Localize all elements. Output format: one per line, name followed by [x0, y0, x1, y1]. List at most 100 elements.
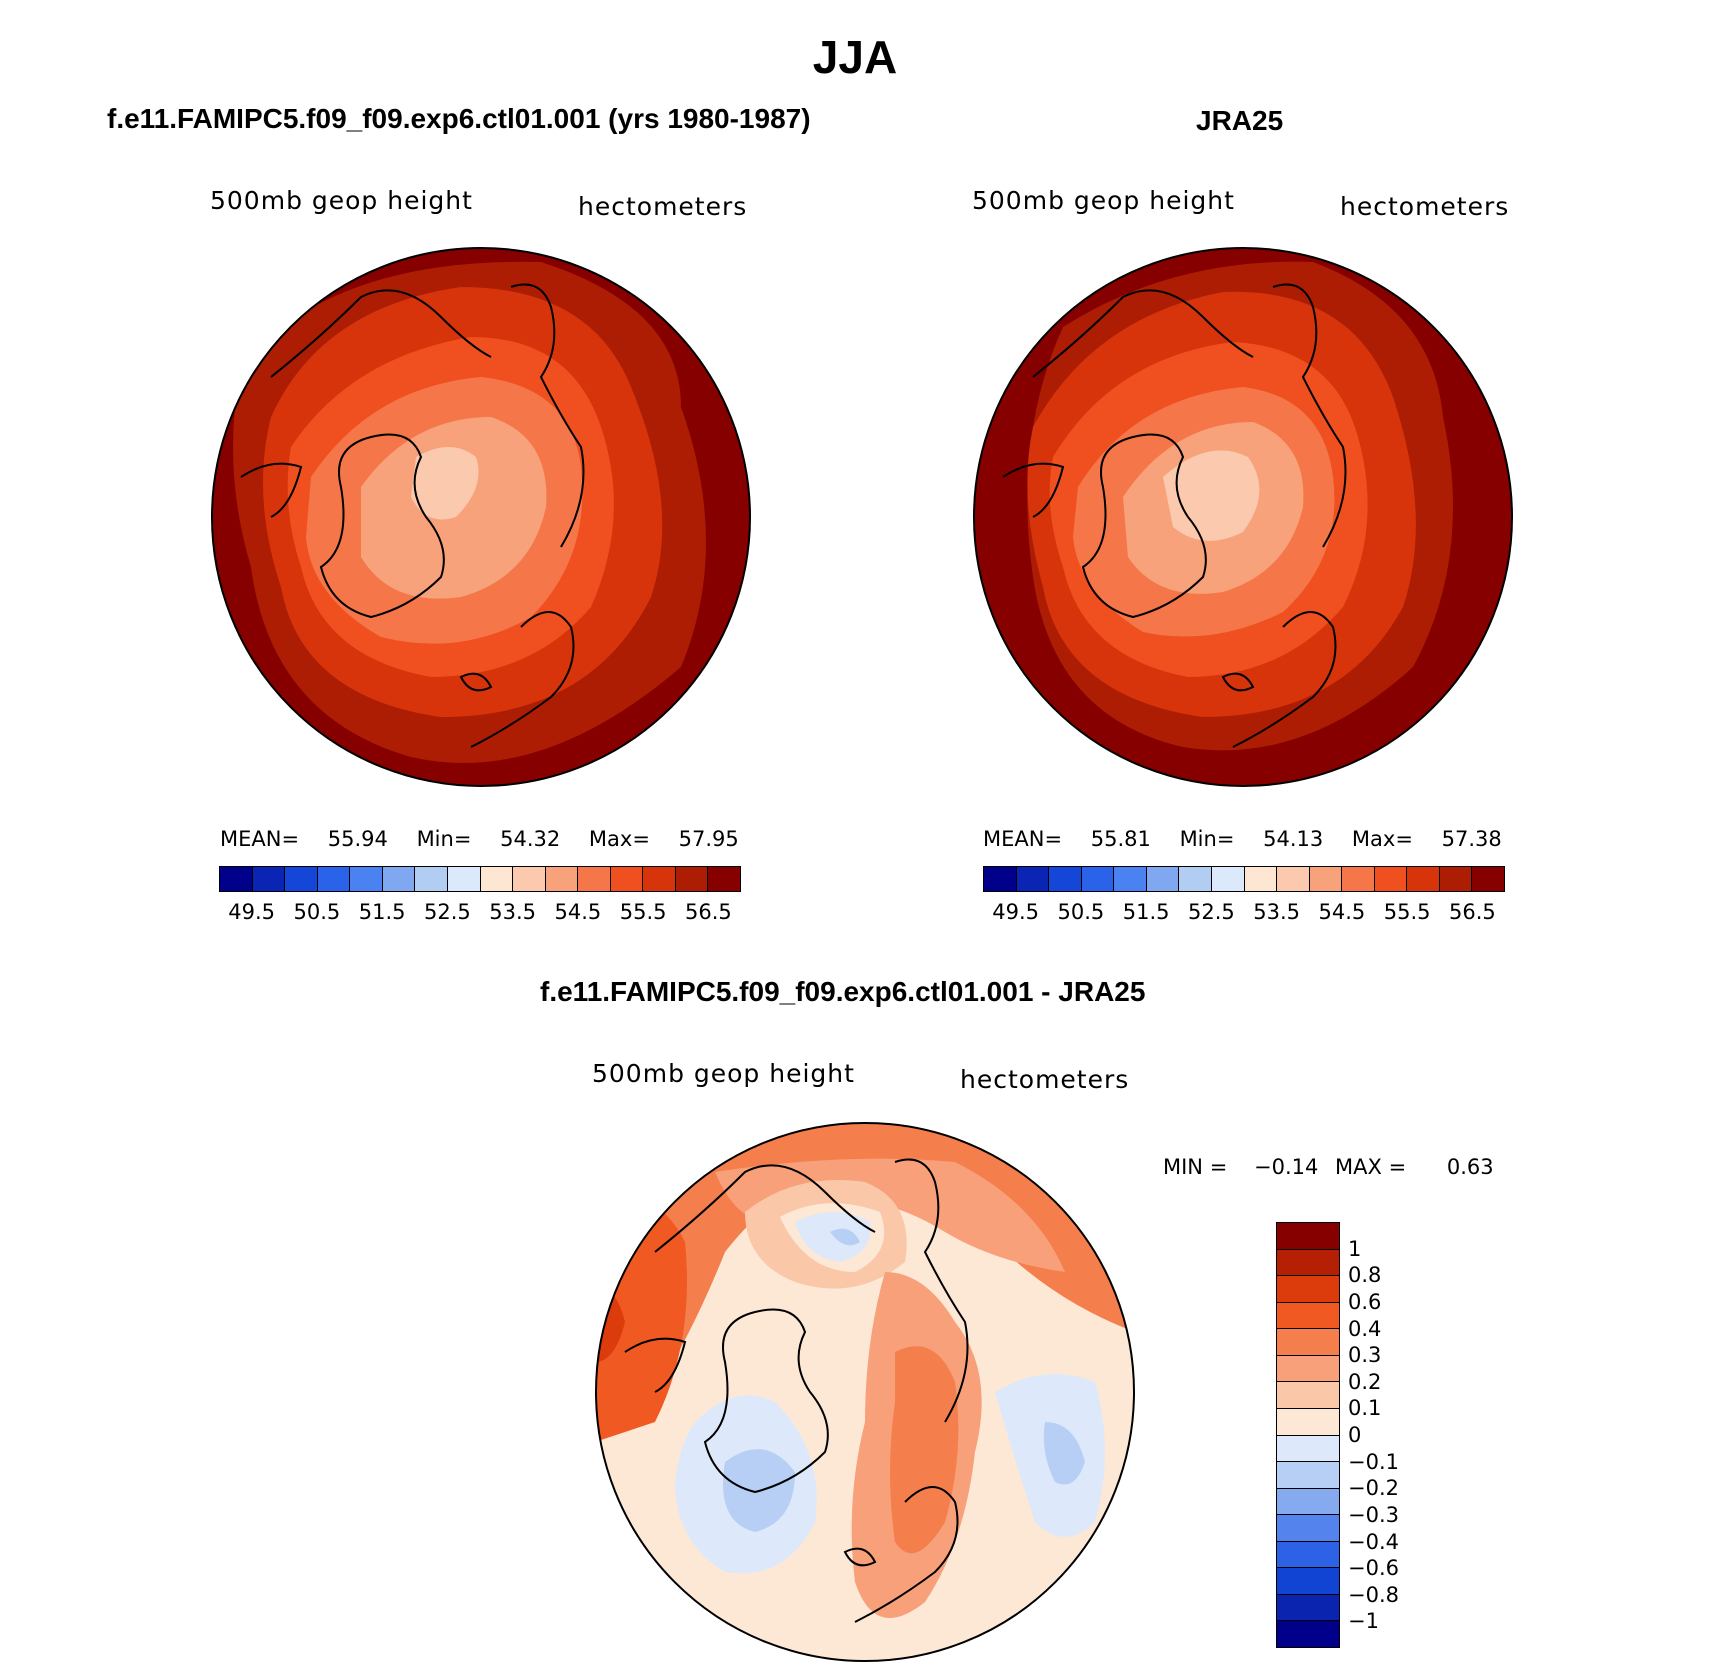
colorbar-tick-label: 51.5	[1122, 900, 1170, 924]
colorbar-swatch	[1407, 867, 1440, 891]
colorbar-tick-label: 0	[1348, 1423, 1362, 1447]
panel-1-polar-map	[211, 247, 751, 787]
panel-2-min-label: Min=	[1179, 827, 1235, 851]
panel-3-max-value: 0.63	[1446, 1155, 1494, 1179]
panel-1-colorbar-ticks: 49.5 50.5 51.5 52.5 53.5 54.5 55.5 56.5	[219, 900, 741, 926]
panel-3-polar-map	[595, 1122, 1135, 1662]
panel-3-colorbar	[1276, 1222, 1340, 1648]
colorbar-swatch	[1277, 1594, 1339, 1622]
colorbar-tick-label: 49.5	[228, 900, 276, 924]
colorbar-swatch	[447, 867, 481, 891]
colorbar-tick-label: 1	[1348, 1236, 1362, 1261]
colorbar-tick-label: 0.3	[1348, 1343, 1382, 1368]
colorbar-tick-label: 51.5	[358, 900, 406, 924]
colorbar-swatch	[1244, 867, 1278, 891]
colorbar-swatch	[513, 867, 546, 891]
panel-1-min-label: Min=	[416, 827, 472, 851]
colorbar-tick-label: 50.5	[293, 900, 341, 924]
colorbar-swatch	[1472, 867, 1504, 891]
colorbar-swatch	[415, 867, 448, 891]
colorbar-tick-label: 0.1	[1348, 1396, 1382, 1421]
colorbar-tick-label: 0.4	[1348, 1316, 1382, 1341]
colorbar-swatch	[984, 867, 1017, 891]
colorbar-swatch	[643, 867, 676, 891]
colorbar-swatch	[708, 867, 740, 891]
colorbar-tick-label: −0.3	[1348, 1502, 1399, 1527]
colorbar-tick-label: 56.5	[684, 900, 732, 924]
colorbar-tick-label: 49.5	[992, 900, 1040, 924]
panel-3-field-label: 500mb geop height	[592, 1059, 855, 1088]
colorbar-tick-label: 53.5	[489, 900, 537, 924]
panel-3-stats: MIN = −0.14 MAX = 0.63	[1163, 1155, 1494, 1179]
colorbar-swatch	[1277, 1515, 1339, 1542]
colorbar-swatch	[1277, 1382, 1339, 1409]
panel-3-min-label: MIN =	[1163, 1155, 1228, 1179]
panel-2-min-value: 54.13	[1263, 827, 1324, 851]
colorbar-tick-label: 56.5	[1448, 900, 1496, 924]
colorbar-tick-label: −0.8	[1348, 1582, 1399, 1607]
colorbar-swatch	[1277, 1329, 1339, 1356]
colorbar-tick-label: 54.5	[554, 900, 602, 924]
colorbar-swatch	[675, 867, 709, 891]
panel-3-max-label: MAX =	[1335, 1155, 1407, 1179]
colorbar-tick-label: 53.5	[1253, 900, 1301, 924]
panel-2-mean-label: MEAN=	[983, 827, 1063, 851]
panel-1-mean-value: 55.94	[327, 827, 388, 851]
panel-1-max-label: Max=	[588, 827, 650, 851]
colorbar-swatch	[578, 867, 611, 891]
colorbar-swatch	[1277, 1462, 1339, 1489]
colorbar-swatch	[1277, 1621, 1339, 1647]
colorbar-swatch	[220, 867, 253, 891]
colorbar-tick-label: −0.6	[1348, 1556, 1399, 1581]
colorbar-tick-label: 0.8	[1348, 1263, 1382, 1288]
panel-1-field-label: 500mb geop height	[210, 186, 473, 215]
colorbar-swatch	[1277, 1408, 1339, 1436]
panel-3-colorbar-ticks: 1 0.8 0.6 0.4 0.3 0.2 0.1 0 −0.1 −0.2 −0…	[1348, 1222, 1448, 1648]
panel-1-min-value: 54.32	[500, 827, 561, 851]
panel-2-colorbar	[983, 866, 1505, 892]
colorbar-swatch	[1277, 1435, 1339, 1463]
colorbar-swatch	[1146, 867, 1180, 891]
colorbar-tick-label: 0.6	[1348, 1289, 1382, 1314]
colorbar-swatch	[1277, 1568, 1339, 1595]
colorbar-tick-label: 52.5	[423, 900, 471, 924]
panel-3-title: f.e11.FAMIPC5.f09_f09.exp6.ctl01.001 - J…	[540, 976, 1146, 1007]
colorbar-swatch	[1179, 867, 1212, 891]
colorbar-swatch	[382, 867, 416, 891]
colorbar-tick-label: 0.2	[1348, 1369, 1382, 1394]
colorbar-tick-label: 55.5	[619, 900, 667, 924]
colorbar-swatch	[1277, 1541, 1339, 1569]
colorbar-swatch	[1211, 867, 1245, 891]
panel-1-stats: MEAN= 55.94 Min= 54.32 Max= 57.95	[220, 827, 739, 851]
panel-2-field-label: 500mb geop height	[972, 186, 1235, 215]
colorbar-swatch	[545, 867, 579, 891]
figure-title: JJA	[812, 31, 898, 83]
panel-2-max-value: 57.38	[1441, 827, 1502, 851]
colorbar-tick-label: −0.1	[1348, 1449, 1399, 1474]
panel-1-units-label: hectometers	[578, 192, 748, 221]
colorbar-swatch	[1439, 867, 1473, 891]
panel-1-mean-label: MEAN=	[220, 827, 300, 851]
colorbar-swatch	[1277, 1276, 1339, 1303]
panel-2-title: JRA25	[1196, 105, 1284, 136]
colorbar-swatch	[252, 867, 286, 891]
panel-2-max-label: Max=	[1351, 827, 1413, 851]
colorbar-tick-label: 50.5	[1057, 900, 1105, 924]
colorbar-swatch	[317, 867, 351, 891]
panel-2-stats: MEAN= 55.81 Min= 54.13 Max= 57.38	[983, 827, 1502, 851]
panel-1-title: f.e11.FAMIPC5.f09_f09.exp6.ctl01.001 (yr…	[107, 103, 811, 134]
colorbar-swatch	[1277, 1223, 1339, 1250]
colorbar-swatch	[1309, 867, 1343, 891]
panel-3-min-value: −0.14	[1253, 1155, 1319, 1179]
colorbar-swatch	[480, 867, 514, 891]
colorbar-swatch	[285, 867, 318, 891]
panel-2-units-label: hectometers	[1340, 192, 1510, 221]
colorbar-tick-label: −1	[1348, 1609, 1379, 1634]
colorbar-swatch	[610, 867, 644, 891]
colorbar-swatch	[1277, 1355, 1339, 1383]
panel-1-colorbar	[219, 866, 741, 892]
colorbar-swatch	[1342, 867, 1375, 891]
colorbar-swatch	[1374, 867, 1408, 891]
colorbar-swatch	[1081, 867, 1115, 891]
colorbar-tick-label: −0.2	[1348, 1476, 1399, 1501]
